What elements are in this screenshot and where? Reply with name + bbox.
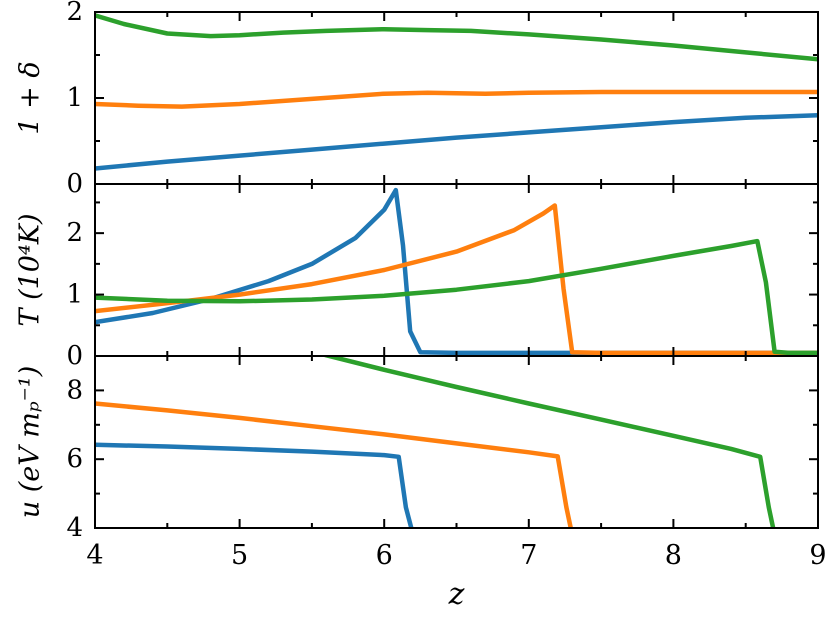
energy-panel-series: [95, 356, 776, 528]
y-axis-label-temperature-panel: T (10⁴K): [15, 213, 46, 326]
y-tick-label: 6: [66, 444, 83, 474]
energy-panel-ticks: [94, 356, 819, 529]
y-tick-label: 4: [66, 513, 83, 543]
y-tick-label: 2: [66, 0, 83, 27]
x-tick-label: 4: [86, 540, 103, 571]
series-line-green: [95, 238, 818, 356]
series-line-green: [95, 13, 818, 62]
series-line-blue: [95, 442, 414, 528]
y-tick-label: 0: [66, 341, 83, 371]
series-line-green: [320, 356, 776, 528]
x-tick-label: 6: [376, 540, 393, 571]
series-line-blue: [95, 187, 818, 356]
y-axis-label-overdensity-panel: 1 + δ: [15, 61, 46, 134]
x-axis-label: z: [448, 577, 465, 612]
temperature-panel-series: [95, 187, 818, 356]
x-tick-label: 9: [809, 540, 826, 571]
y-tick-label: 1: [66, 83, 83, 113]
x-tick-label: 8: [665, 540, 682, 571]
overdensity-panel-series: [95, 13, 818, 171]
series-line-orange: [95, 401, 574, 528]
x-tick-label: 7: [520, 540, 537, 571]
y-axis-label-energy-panel: u (eV mₚ⁻¹): [15, 366, 46, 519]
series-line-orange: [95, 203, 818, 356]
y-tick-label: 8: [66, 375, 83, 405]
y-tick-label: 2: [66, 218, 83, 248]
y-tick-label: 1: [66, 280, 83, 310]
y-tick-label: 0: [66, 169, 83, 199]
x-tick-label: 5: [231, 540, 248, 571]
series-line-blue: [95, 112, 818, 171]
series-line-orange: [95, 89, 818, 109]
